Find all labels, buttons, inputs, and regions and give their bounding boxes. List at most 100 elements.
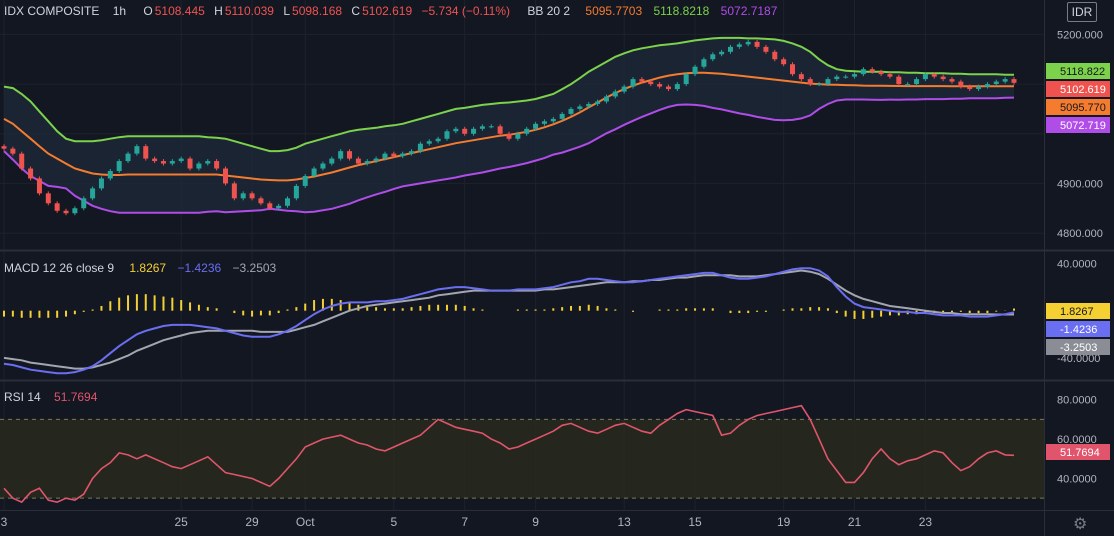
candle-body — [896, 76, 902, 85]
tag-close-text: 5102.619 — [1060, 84, 1106, 96]
candle-body — [683, 74, 689, 85]
rsi-pane[interactable] — [0, 404, 1044, 504]
bb-lower-line — [3, 96, 1015, 214]
price-axis[interactable]: 5200.000 4900.000 4800.000 40.0000 80.0000 60… — [1046, 29, 1110, 485]
candle — [568, 106, 574, 116]
tag-bb-basis-bg — [1046, 99, 1110, 115]
candle — [435, 136, 441, 144]
candle — [1011, 77, 1017, 85]
candle-body — [453, 128, 459, 132]
candle — [19, 151, 25, 171]
rsi-tick-label: 60.0000 — [1057, 434, 1097, 446]
currency-button[interactable]: IDR — [1067, 2, 1097, 22]
candle-body — [852, 74, 858, 77]
candle — [710, 52, 716, 62]
rsi-legend: RSI 14 51.7694 — [4, 390, 99, 404]
time-axis[interactable]: 3 25 29 Oct 5 7 9 13 15 19 21 23 — [1, 515, 933, 529]
candle — [621, 84, 627, 94]
candle — [98, 176, 104, 191]
candle-body — [807, 79, 813, 85]
macd-line-value: −1.4236 — [177, 261, 222, 275]
tag-close-bg — [1046, 81, 1110, 97]
tag-bb-upper: 5118.822 — [1046, 63, 1110, 79]
candle-body — [515, 133, 521, 139]
candle-body — [364, 161, 370, 164]
candle — [843, 74, 849, 79]
interval[interactable]: 1h — [112, 4, 127, 18]
price-tick-label: 4900.000 — [1057, 178, 1103, 190]
candle — [878, 69, 884, 77]
candle-body — [382, 153, 388, 159]
candle — [293, 183, 299, 201]
candle-body — [692, 66, 698, 75]
time-tick-label: 15 — [688, 515, 702, 529]
candle-body — [391, 153, 397, 157]
candle — [665, 84, 671, 92]
rsi-line — [3, 404, 1015, 504]
candle — [772, 49, 778, 62]
high-label: H — [214, 4, 223, 18]
macd-label[interactable]: MACD 12 26 close 9 — [4, 261, 115, 275]
candle — [471, 126, 477, 136]
candle-body — [19, 153, 25, 169]
candle — [1002, 77, 1008, 84]
settings-gear-icon[interactable]: ⚙ — [1073, 516, 1088, 533]
candle-body — [90, 188, 96, 199]
candle-body — [107, 171, 113, 179]
candle — [72, 206, 78, 216]
candle — [931, 72, 937, 79]
candle-body — [1002, 79, 1008, 82]
candle — [701, 57, 707, 69]
candle — [781, 57, 787, 67]
candle-body — [559, 113, 565, 119]
candle — [763, 44, 769, 54]
tag-macd-line-text: -1.4236 — [1060, 324, 1097, 336]
candle — [143, 144, 149, 161]
symbol-name[interactable]: IDX COMPOSITE — [4, 4, 100, 18]
candle-body — [834, 76, 840, 80]
bb-label[interactable]: BB 20 2 — [527, 4, 571, 18]
candle — [267, 201, 273, 211]
candle — [169, 159, 175, 166]
candle-body — [798, 74, 804, 80]
candle — [577, 104, 583, 111]
candle-body — [976, 86, 982, 90]
rsi-label[interactable]: RSI 14 — [4, 390, 41, 404]
candle-body — [790, 64, 796, 75]
candle — [462, 126, 468, 136]
candle-body — [45, 193, 51, 204]
candle — [417, 141, 423, 154]
tag-bb-basis-text: 5095.770 — [1060, 102, 1106, 114]
candle — [63, 208, 69, 216]
tag-bb-lower-bg — [1046, 117, 1110, 133]
candle-body — [710, 54, 716, 60]
candle — [825, 77, 831, 87]
tag-bb-basis: 5095.770 — [1046, 99, 1110, 115]
macd-pane[interactable] — [3, 267, 1015, 375]
candle-body — [568, 108, 574, 114]
candle-body — [311, 168, 317, 176]
open-value: 5108.445 — [154, 4, 205, 18]
candle — [497, 124, 503, 136]
bb-lower-value: 5072.7187 — [720, 4, 778, 18]
price-pane[interactable] — [1, 36, 1017, 216]
candle — [338, 149, 344, 161]
candle-body — [479, 126, 485, 129]
candle-body — [54, 203, 60, 211]
candle-body — [1011, 79, 1017, 83]
candle — [409, 149, 415, 156]
candle-body — [612, 91, 618, 97]
candle-body — [878, 71, 884, 75]
candle — [222, 166, 228, 186]
candle — [10, 146, 16, 156]
candle-body — [488, 126, 494, 128]
candle — [488, 124, 494, 129]
candle-body — [36, 178, 42, 194]
candle-body — [320, 163, 326, 169]
candle — [479, 124, 485, 131]
tag-macd-hist-text: 1.8267 — [1060, 306, 1094, 318]
candle-body — [595, 101, 601, 104]
candle-body — [754, 41, 760, 47]
candle — [745, 39, 751, 47]
